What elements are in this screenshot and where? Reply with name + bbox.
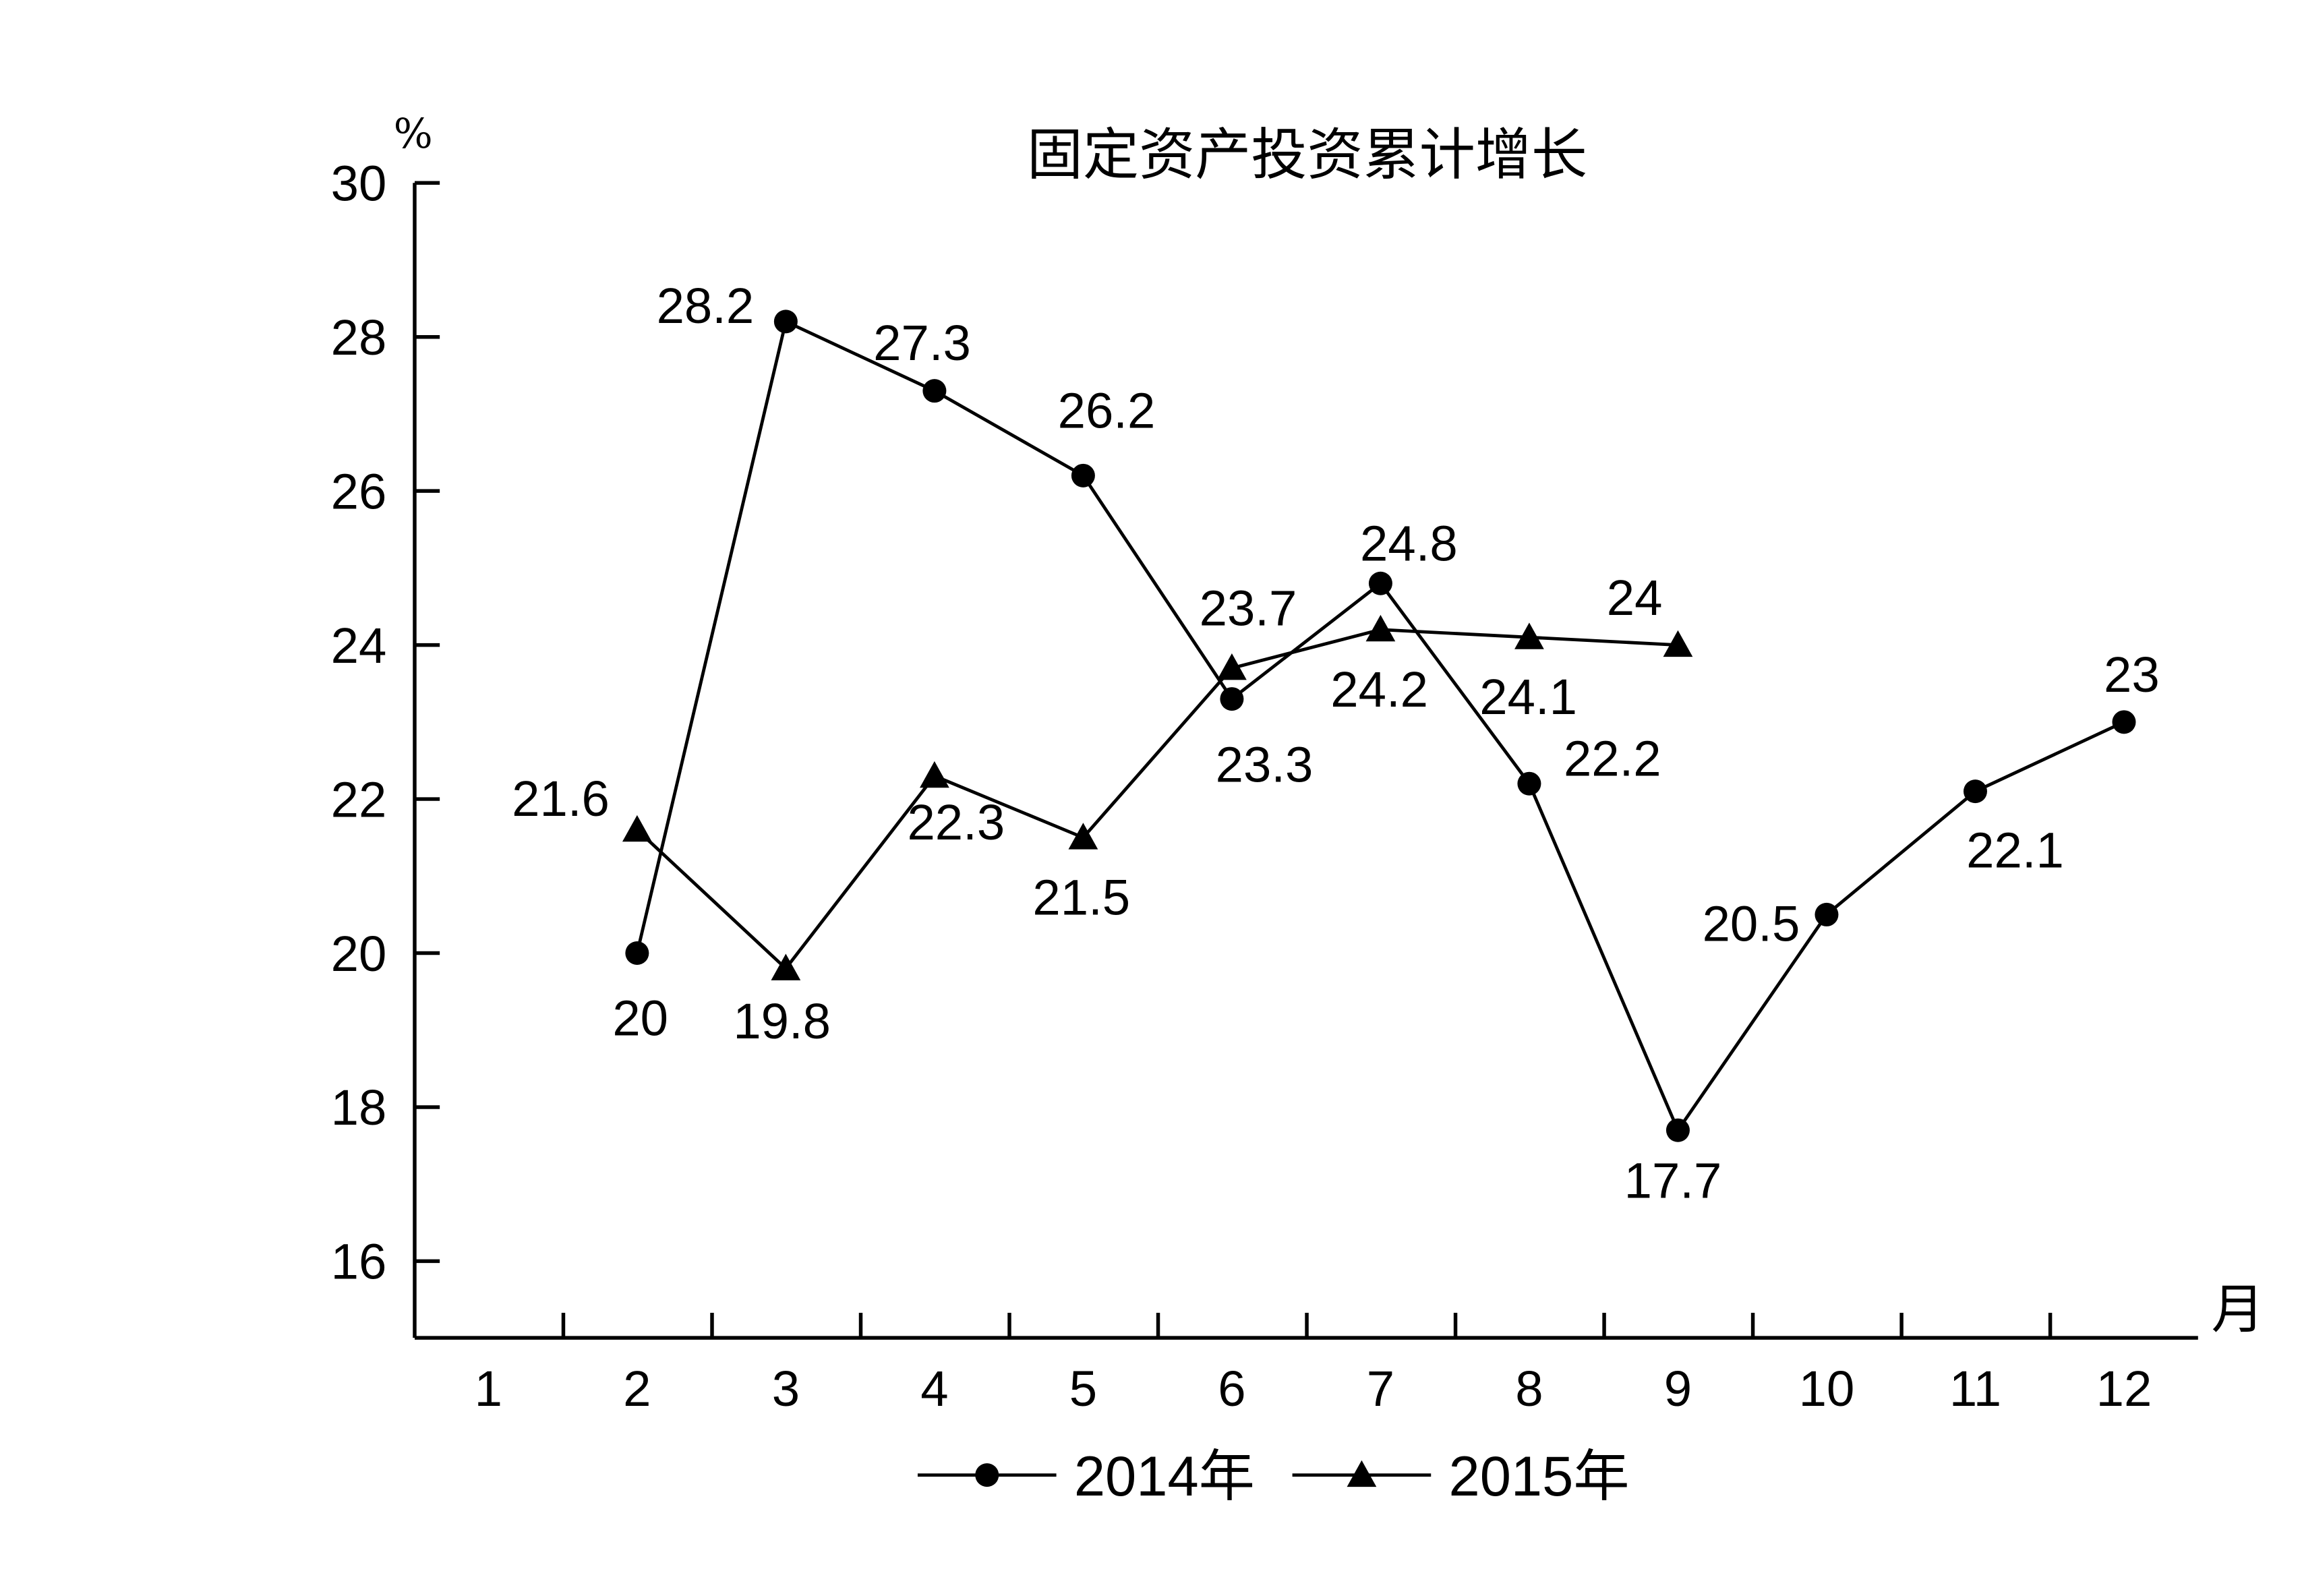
- data-label: 24: [1607, 570, 1663, 626]
- y-tick-label: 18: [331, 1080, 387, 1135]
- data-label: 28.2: [657, 278, 755, 334]
- legend-label: 2014年: [1074, 1445, 1255, 1508]
- y-tick-label: 22: [331, 771, 387, 827]
- x-tick-label: 4: [920, 1361, 948, 1417]
- chart-title: 固定资产投资累计增长: [1027, 122, 1587, 187]
- data-label: 24.1: [1479, 669, 1577, 725]
- x-tick-label: 3: [772, 1361, 800, 1417]
- data-label: 22.1: [1966, 822, 2064, 878]
- x-tick-label: 10: [1799, 1361, 1855, 1417]
- triangle-marker: [771, 953, 801, 980]
- x-tick-label: 7: [1367, 1361, 1394, 1417]
- circle-marker: [1815, 902, 1839, 926]
- data-label: 24.8: [1360, 515, 1458, 571]
- circle-marker: [1368, 571, 1392, 595]
- x-axis-unit: 月: [2211, 1278, 2264, 1340]
- series-layer: 20 28.2 27.3 26.2 23.3 24.8 22.2 17.7 20.5 22.1 23…: [512, 278, 2160, 1208]
- data-label: 20.5: [1703, 896, 1800, 952]
- data-label: 23.3: [1216, 736, 1314, 792]
- triangle-marker: [1514, 622, 1544, 649]
- data-label: 17.7: [1624, 1152, 1722, 1208]
- data-label: 20: [612, 991, 668, 1046]
- y-tick-label: 28: [331, 309, 387, 365]
- circle-marker: [625, 941, 649, 966]
- circle-marker: [1665, 1118, 1690, 1142]
- x-tick-label: 1: [475, 1361, 502, 1417]
- data-label: 21.6: [512, 771, 610, 827]
- data-label: 22.2: [1564, 731, 1661, 787]
- triangle-marker: [622, 815, 652, 842]
- circle-marker: [773, 309, 798, 334]
- series-line: [635, 319, 2125, 1134]
- legend-circle-marker: [975, 1463, 999, 1487]
- legend-label: 2015年: [1448, 1445, 1629, 1508]
- circle-marker: [1517, 771, 1541, 796]
- y-tick-label: 24: [331, 618, 387, 674]
- y-tick-label: 30: [331, 156, 387, 212]
- data-label: 27.3: [873, 315, 971, 371]
- data-label: 23.7: [1200, 581, 1297, 637]
- data-label: 19.8: [733, 993, 831, 1049]
- circle-marker: [1071, 463, 1095, 487]
- data-label: 24.2: [1330, 661, 1428, 717]
- triangle-marker: [1217, 653, 1247, 680]
- circle-marker: [1220, 687, 1244, 711]
- series-2014年: 20 28.2 27.3 26.2 23.3 24.8 22.2 17.7 20.5 22.1 23: [612, 278, 2159, 1208]
- data-label: 23: [2104, 647, 2160, 703]
- x-tick-label: 5: [1069, 1361, 1097, 1417]
- y-tick-label: 26: [331, 463, 387, 519]
- triangle-marker: [920, 761, 949, 788]
- data-label: 26.2: [1058, 382, 1156, 438]
- circle-marker: [2112, 710, 2136, 734]
- series-2015年: 21.6 19.8 22.3 21.5 23.7 24.2 24.1 24: [512, 570, 1693, 1049]
- triangle-marker: [1663, 630, 1693, 657]
- x-tick-label: 11: [1949, 1361, 2001, 1417]
- legend: 2014年 2015年: [917, 1445, 1629, 1508]
- data-label: 22.3: [907, 794, 1005, 850]
- triangle-marker: [1365, 614, 1396, 642]
- x-tick-label: 12: [2096, 1361, 2152, 1417]
- triangle-marker: [1068, 823, 1098, 850]
- x-tick-label: 6: [1218, 1361, 1245, 1417]
- circle-marker: [922, 379, 947, 403]
- x-tick-label: 9: [1664, 1361, 1692, 1417]
- y-tick-label: 16: [331, 1234, 387, 1290]
- x-tick-label: 8: [1515, 1361, 1543, 1417]
- data-label: 21.5: [1032, 869, 1130, 925]
- series-line: [636, 628, 1678, 971]
- legend-triangle-marker: [1347, 1460, 1377, 1487]
- y-tick-label: 20: [331, 926, 387, 982]
- x-tick-label: 2: [623, 1361, 651, 1417]
- y-axis-unit: %: [394, 110, 433, 158]
- circle-marker: [1963, 779, 1987, 804]
